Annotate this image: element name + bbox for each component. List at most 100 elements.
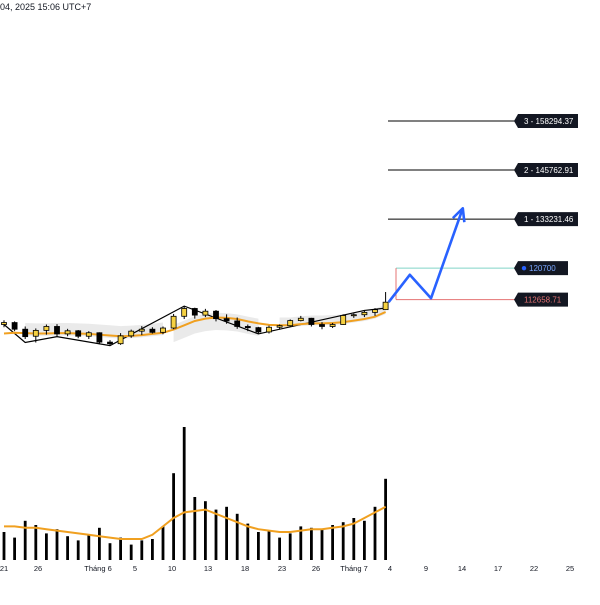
level-label-bg — [514, 261, 568, 276]
volume-bar-18 — [193, 497, 197, 560]
volume-bar-36 — [384, 478, 387, 560]
volume-bar-31 — [331, 525, 334, 560]
candle-body — [202, 310, 209, 316]
candle-body — [1, 322, 7, 325]
level-label-1: 2 - 145762.91 — [514, 163, 578, 178]
x-tick-label-2: Tháng 6 — [84, 564, 112, 573]
level-label-text: 3 - 158294.37 — [524, 117, 574, 126]
candle-body — [54, 326, 60, 335]
candle-1 — [11, 321, 18, 332]
x-tick-label-15: 25 — [566, 564, 574, 573]
candle-body — [75, 330, 82, 337]
volume-bar-15 — [161, 526, 165, 560]
x-tick-label-1: 26 — [34, 564, 42, 573]
candle-body — [234, 320, 241, 327]
volume-bar-33 — [352, 518, 356, 560]
x-tick-label-14: 22 — [530, 564, 538, 573]
candle-22 — [234, 317, 241, 329]
volume-bar-4 — [45, 533, 48, 560]
candle-30 — [319, 322, 325, 330]
x-tick-label-12: 14 — [458, 564, 466, 573]
candle-body — [85, 332, 92, 337]
level-label-bg — [514, 163, 578, 178]
level-label-text: 120700 — [529, 264, 556, 273]
candle-31 — [329, 322, 336, 329]
candle-8 — [85, 331, 92, 339]
volume-bar-16 — [172, 473, 175, 560]
volume-bar-21 — [225, 506, 228, 560]
candle-body — [297, 317, 304, 321]
candle-17 — [181, 306, 188, 320]
candle-29 — [308, 317, 315, 327]
candle-2 — [22, 326, 29, 339]
volume-bar-23 — [246, 523, 250, 560]
volume-bar-22 — [235, 513, 239, 560]
candle-16 — [170, 313, 177, 330]
candle-33 — [350, 313, 357, 318]
candle-10 — [107, 340, 113, 346]
volume-bar-13 — [140, 540, 144, 560]
volume-bar-11 — [119, 537, 122, 560]
x-tick-label-6: 18 — [241, 564, 249, 573]
candle-body — [170, 315, 177, 329]
projection-arrow — [387, 207, 465, 303]
candle-18 — [191, 307, 198, 319]
volume-bar-12 — [129, 544, 133, 560]
candle-3 — [32, 328, 39, 343]
candle-0 — [1, 320, 7, 328]
volume-bar-34 — [363, 520, 366, 560]
x-tick-label-4: 10 — [168, 564, 176, 573]
candle-body — [22, 328, 29, 338]
level-label-text: 2 - 145762.91 — [524, 166, 574, 175]
candle-25 — [266, 325, 272, 334]
volume-bar-3 — [34, 525, 38, 560]
candle-body — [149, 328, 156, 333]
candle-26 — [276, 324, 283, 330]
candle-21 — [223, 314, 230, 324]
candle-body — [213, 310, 219, 320]
candle-body — [308, 317, 315, 325]
candle-body — [287, 320, 294, 327]
candle-20 — [213, 310, 219, 322]
volume-bar-20 — [214, 509, 218, 560]
volume-bar-28 — [299, 526, 303, 560]
candle-body — [255, 327, 262, 333]
x-tick-label-9: Tháng 7 — [340, 564, 368, 573]
x-tick-label-8: 26 — [312, 564, 320, 573]
x-tick-label-5: 13 — [204, 564, 212, 573]
candle-35 — [372, 308, 378, 316]
volume-bar-26 — [278, 537, 281, 560]
candle-11 — [117, 333, 124, 345]
candle-24 — [255, 326, 262, 334]
x-tick-label-11: 9 — [424, 564, 428, 573]
candle-body — [361, 311, 368, 316]
candle-body — [64, 330, 71, 335]
projection-arrowhead — [451, 206, 466, 223]
x-tick-label-13: 17 — [494, 564, 502, 573]
candle-body — [223, 318, 230, 322]
volume-bar-10 — [108, 543, 112, 560]
volume-bar-7 — [76, 540, 80, 560]
volume-bar-19 — [204, 501, 207, 560]
candle-36 — [382, 292, 389, 311]
candle-body — [160, 327, 166, 333]
volume-bar-0 — [2, 532, 6, 560]
candle-body — [319, 324, 325, 327]
x-tick-label-0: 21 — [0, 564, 8, 573]
candle-7 — [75, 329, 82, 339]
candle-body — [244, 326, 251, 329]
level-label-3: 120700 — [514, 261, 568, 276]
candle-9 — [96, 332, 103, 345]
candle-body — [329, 324, 336, 327]
candle-body — [340, 315, 347, 325]
level-label-bg — [514, 292, 568, 307]
band-right — [279, 304, 386, 328]
level-label-bg — [514, 114, 578, 128]
volume-bar-2 — [23, 520, 27, 560]
candle-body — [43, 326, 50, 331]
candle-5 — [54, 324, 60, 337]
level-label-text: 1 - 133231.46 — [524, 215, 574, 224]
zigzag-line — [3, 305, 386, 347]
